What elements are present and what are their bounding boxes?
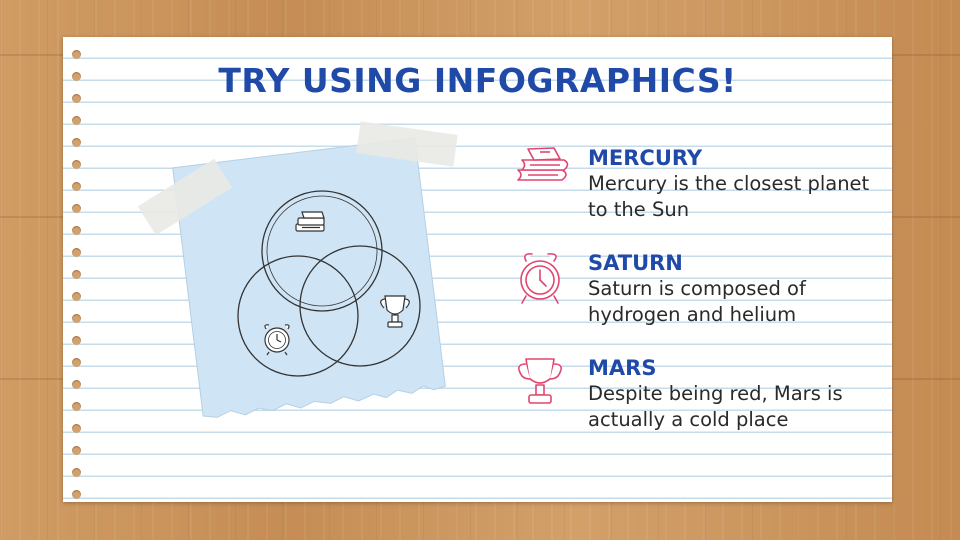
item-heading: SATURN [588,251,683,275]
binder-hole [72,204,81,213]
item-description: Mercury is the closest planet to the Sun [588,172,870,221]
binder-hole [72,138,81,147]
binder-hole [72,380,81,389]
item-description: Saturn is composed of hydrogen and heliu… [588,277,806,326]
binder-hole [72,314,81,323]
binder-hole [72,424,81,433]
binder-hole [72,182,81,191]
binder-hole [72,72,81,81]
binder-hole [72,226,81,235]
binder-hole [72,94,81,103]
binder-hole [72,292,81,301]
alarm-clock-icon [520,253,560,304]
binder-hole [72,116,81,125]
binder-hole [72,490,81,499]
binder-hole [72,270,81,279]
binder-hole [72,468,81,477]
binder-hole [72,358,81,367]
binder-hole [72,248,81,257]
page-title: TRY USING INFOGRAPHICS! [218,61,737,100]
trophy-icon [518,358,562,404]
binder-hole [72,402,81,411]
binder-hole [72,336,81,345]
item-heading: MARS [588,356,657,380]
binder-hole [72,160,81,169]
item-description: Despite being red, Mars is actually a co… [588,382,843,431]
binder-hole [72,446,81,455]
notebook-paper: TRY USING INFOGRAPHICS! [63,37,892,502]
binder-hole [72,50,81,59]
books-icon [517,147,569,181]
item-heading: MERCURY [588,146,703,170]
